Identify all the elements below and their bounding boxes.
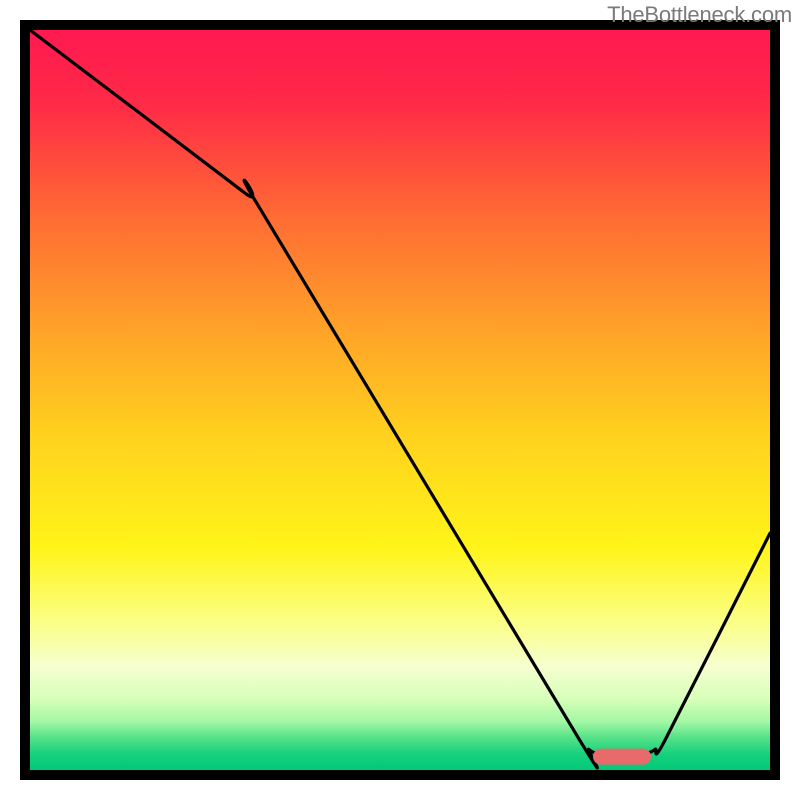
- chart-svg: [0, 0, 800, 800]
- gradient-background: [30, 30, 770, 770]
- optimal-marker: [593, 749, 651, 765]
- plot-area: [25, 25, 775, 775]
- watermark-text: TheBottleneck.com: [607, 2, 792, 28]
- figure-container: TheBottleneck.com: [0, 0, 800, 800]
